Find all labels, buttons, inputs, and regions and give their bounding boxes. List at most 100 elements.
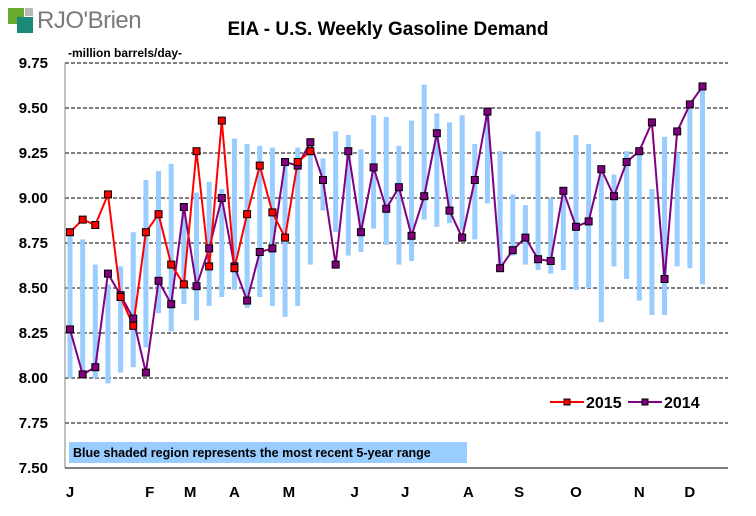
marker-2015 bbox=[255, 161, 264, 170]
range-bar bbox=[396, 145, 402, 265]
range-bar bbox=[168, 163, 174, 332]
marker-2014 bbox=[319, 176, 327, 184]
marker-2015 bbox=[103, 190, 112, 199]
marker-2015 bbox=[154, 210, 163, 219]
x-tick-label: J bbox=[66, 484, 74, 501]
x-tick-label: D bbox=[684, 484, 695, 501]
range-bar bbox=[497, 151, 503, 270]
marker-2015 bbox=[116, 293, 125, 301]
y-tick-label: 9.75 bbox=[19, 55, 48, 72]
marker-2015 bbox=[141, 228, 150, 237]
marker-2014 bbox=[78, 370, 87, 379]
marker-2014 bbox=[521, 233, 530, 242]
range-bar bbox=[156, 171, 162, 314]
y-tick-labels: 9.75 9.50 9.25 9.00 8.75 8.50 8.25 8.00 7.75 7.50 bbox=[19, 55, 48, 477]
marker-2015 bbox=[293, 158, 302, 166]
axes bbox=[64, 63, 728, 469]
range-bar bbox=[611, 174, 617, 267]
marker-2014 bbox=[660, 275, 669, 283]
y-tick-label: 8.25 bbox=[19, 325, 48, 342]
range-bar bbox=[92, 264, 98, 378]
y-tick-label: 9.25 bbox=[19, 145, 48, 162]
marker-2014 bbox=[597, 165, 606, 174]
y-axis-unit-label: -million barrels/day- bbox=[68, 46, 182, 60]
x-tick-label: N bbox=[634, 484, 645, 501]
marker-2014 bbox=[559, 186, 568, 195]
marker-2015 bbox=[91, 221, 100, 229]
range-bar bbox=[674, 153, 680, 267]
marker-2014 bbox=[698, 82, 707, 91]
range-bar bbox=[510, 194, 516, 256]
range-bar bbox=[80, 239, 86, 378]
x-tick-label: F bbox=[145, 484, 154, 501]
brand-name: RJO'Brien bbox=[37, 7, 142, 34]
range-bar bbox=[231, 138, 237, 290]
range-bar bbox=[130, 232, 136, 368]
marker-2014 bbox=[103, 269, 112, 278]
x-tick-label: O bbox=[570, 484, 582, 501]
range-bar bbox=[573, 135, 579, 290]
marker-2014 bbox=[217, 194, 226, 202]
legend-label-2014: 2014 bbox=[664, 395, 700, 412]
range-bar bbox=[484, 111, 490, 204]
range-bar bbox=[434, 113, 440, 227]
range-bar bbox=[333, 131, 339, 233]
marker-2014 bbox=[470, 176, 479, 184]
marker-2015 bbox=[230, 264, 239, 273]
x-tick-label: J bbox=[401, 484, 409, 501]
marker-2014 bbox=[685, 100, 694, 109]
range-bands bbox=[67, 84, 705, 384]
marker-2014 bbox=[91, 363, 100, 372]
marker-2014 bbox=[508, 246, 517, 255]
range-bar bbox=[421, 84, 427, 220]
range-bar bbox=[624, 151, 630, 279]
range-bar bbox=[181, 203, 187, 305]
marker-2014 bbox=[331, 260, 340, 269]
marker-2014 bbox=[584, 217, 593, 226]
brand-logo: RJO'Brien bbox=[8, 7, 142, 35]
range-bar bbox=[687, 106, 693, 269]
range-bar bbox=[67, 234, 73, 378]
marker-2014 bbox=[356, 228, 365, 237]
marker-2015 bbox=[66, 228, 74, 237]
range-bar bbox=[548, 198, 554, 274]
marker-2014 bbox=[154, 276, 163, 285]
range-bar bbox=[206, 181, 212, 306]
marker-2015 bbox=[129, 321, 138, 330]
range-bar bbox=[447, 122, 452, 224]
marker-2015 bbox=[306, 147, 315, 156]
range-bar bbox=[472, 144, 478, 240]
range-bar bbox=[636, 153, 642, 301]
range-bar bbox=[409, 120, 415, 261]
range-bar bbox=[307, 144, 313, 265]
y-tick-label: 9.00 bbox=[19, 190, 48, 207]
y-tick-label: 8.50 bbox=[19, 280, 48, 297]
range-bar bbox=[700, 90, 705, 285]
marker-2015 bbox=[217, 116, 226, 125]
range-bar bbox=[662, 136, 668, 315]
marker-2015 bbox=[78, 215, 87, 224]
marker-2014 bbox=[622, 158, 631, 166]
marker-2014 bbox=[129, 314, 138, 323]
marker-2014 bbox=[281, 158, 290, 166]
marker-2014 bbox=[445, 206, 454, 215]
range-bar bbox=[143, 180, 149, 348]
series-markers bbox=[66, 82, 707, 379]
range-bar bbox=[118, 266, 124, 373]
marker-2014 bbox=[635, 147, 644, 156]
marker-2014 bbox=[394, 183, 403, 192]
marker-2014 bbox=[534, 255, 543, 264]
series-line-2015 bbox=[69, 120, 311, 330]
marker-2015 bbox=[192, 147, 201, 156]
marker-2014 bbox=[192, 282, 201, 291]
marker-2014 bbox=[255, 248, 264, 256]
marker-2015 bbox=[281, 233, 290, 242]
y-tick-label: 7.50 bbox=[19, 460, 48, 477]
marker-2015 bbox=[179, 280, 188, 289]
x-tick-label: M bbox=[283, 484, 296, 501]
x-tick-label: S bbox=[514, 484, 524, 501]
marker-2014 bbox=[243, 296, 252, 305]
marker-2014 bbox=[432, 129, 441, 138]
y-tick-label: 9.50 bbox=[19, 100, 48, 117]
marker-2015 bbox=[167, 260, 176, 269]
